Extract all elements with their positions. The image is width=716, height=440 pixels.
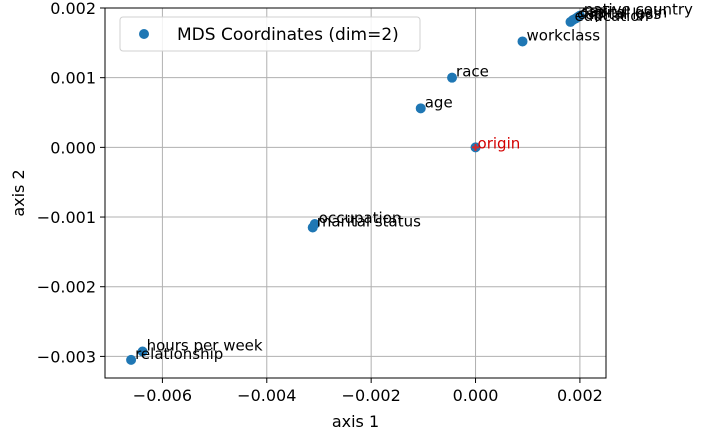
x-tick-label: 0.000 (453, 386, 499, 405)
y-tick-label: −0.003 (37, 347, 96, 366)
point-label: capital loss (577, 5, 661, 23)
x-tick-label: 0.002 (557, 386, 603, 405)
legend-box (119, 16, 421, 52)
y-tick-label: −0.002 (37, 278, 96, 297)
data-point (447, 72, 458, 83)
origin-label: origin (478, 134, 521, 152)
point-label: sex (582, 2, 608, 20)
y-tick-label: 0.002 (50, 0, 96, 18)
x-tick-label: −0.006 (133, 386, 192, 405)
point-label: workclass (527, 26, 601, 44)
y-tick-label: 0.000 (50, 138, 96, 157)
point-label: relationship (135, 345, 223, 363)
point-label: race (456, 63, 489, 81)
y-tick-label: −0.001 (37, 208, 96, 227)
x-axis-label: axis 1 (332, 412, 379, 431)
data-point (415, 103, 426, 114)
legend-entry: MDS Coordinates (dim=2) (177, 25, 399, 45)
origin-marker (472, 143, 480, 151)
point-label: age (425, 93, 453, 111)
legend: MDS Coordinates (dim=2) (119, 16, 421, 52)
y-axis-label: axis 2 (9, 169, 28, 216)
point-label: occupation (319, 209, 402, 227)
point-label: education (575, 7, 649, 25)
data-point (517, 36, 528, 47)
point-label: hours per week (147, 337, 263, 355)
data-point (126, 354, 137, 365)
data-point (309, 219, 320, 230)
data-point (574, 10, 585, 21)
ticks-layer: −0.006 −0.004 −0.002 0.000 0.002 −0.003 −0.002… (37, 0, 603, 405)
data-point (137, 346, 148, 357)
y-tick-label: 0.001 (50, 69, 96, 88)
x-tick-label: −0.004 (237, 386, 296, 405)
marks-layer (126, 10, 585, 365)
point-label: native country (584, 1, 693, 19)
legend-marker (139, 29, 149, 39)
x-tick-label: −0.002 (342, 386, 401, 405)
plot-frame (104, 7, 607, 379)
grid-layer (105, 7, 606, 378)
point-label: marital status (317, 212, 421, 230)
